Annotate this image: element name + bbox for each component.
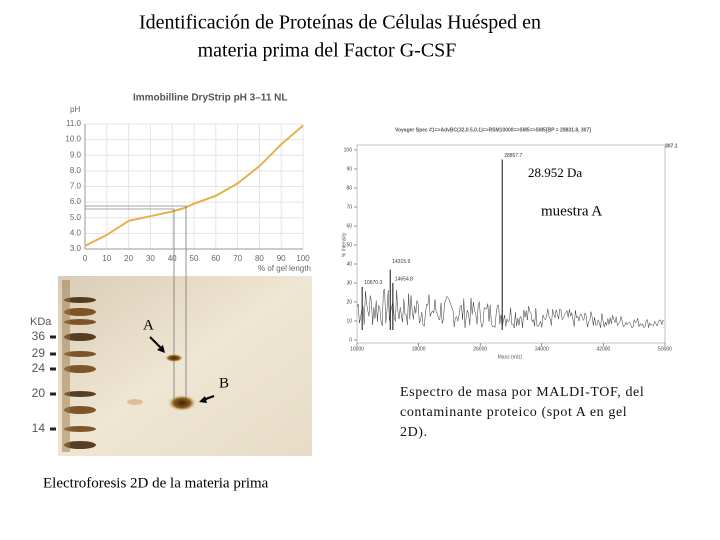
peak-label: 14315.9 [392, 259, 410, 265]
gel-spot [165, 354, 183, 362]
x-tick-label: 50 [190, 254, 199, 263]
marker-label: 36 [32, 329, 46, 343]
marker-label: 14 [32, 421, 46, 435]
marker-label: 29 [32, 346, 46, 360]
gel-unit: KDa [30, 316, 52, 328]
gel-image [58, 276, 312, 456]
spectrum-x-label: Mass (m/z) [498, 354, 523, 360]
ph-curve [84, 124, 304, 247]
spectrum-caption: Espectro de masa por MALDI-TOF, del cont… [400, 385, 645, 440]
marker-band [64, 351, 96, 357]
gel-caption: Electroforesis 2D de la materia prima [43, 475, 269, 491]
gel-spot [168, 395, 196, 411]
y-tick-label: 10.0 [65, 135, 81, 144]
y-tick-label: 90 [346, 166, 352, 172]
y-tick-label: 8.0 [70, 166, 82, 175]
spectrum-y-label: % Intensity [341, 232, 347, 257]
sample-label: muestra A [541, 203, 602, 219]
x-tick-label: 10000 [350, 346, 364, 352]
y-tick-label: 70 [346, 204, 352, 210]
gel-spot [127, 399, 143, 405]
marker-band [64, 319, 96, 325]
x-tick-label: 26000 [473, 346, 487, 352]
marker-band [64, 406, 96, 414]
spectrum-corner: 307.1 [665, 143, 678, 149]
marker-label: 24 [32, 361, 46, 375]
spectrum-header: Voyager Spec #1=>AdvBC(32,0.5,0.1)=>RSM1… [395, 127, 591, 133]
x-tick-label: 50000 [658, 346, 672, 352]
peak-label: 28857.7 [504, 153, 522, 159]
x-tick-label: 42000 [596, 346, 610, 352]
y-tick-label: 4.0 [70, 228, 82, 237]
y-tick-label: 6.0 [70, 197, 82, 206]
marker-band [64, 426, 96, 432]
y-tick-label: 11.0 [66, 119, 82, 128]
x-tick-label: 30 [146, 254, 155, 263]
arrow-head [157, 345, 165, 353]
y-tick-label: 80 [346, 185, 352, 191]
y-tick-label: 5.0 [70, 213, 82, 222]
marker-band [64, 297, 96, 303]
arrow-head [199, 396, 207, 403]
spectrum-noise [356, 288, 665, 329]
y-tick-label: 20 [346, 299, 352, 305]
y-tick-label: 30 [346, 280, 352, 286]
spectrum-frame [356, 144, 666, 344]
x-tick-label: 90 [277, 254, 286, 263]
spot-label: A [143, 317, 154, 333]
y-tick-label: 50 [346, 242, 352, 248]
x-tick-label: 10 [102, 254, 111, 263]
ph-y-label: pH [70, 105, 80, 114]
ph-x-label: % of gel length [258, 264, 311, 273]
marker-label: 20 [32, 386, 46, 400]
x-tick-label: 40 [168, 254, 177, 263]
marker-band [64, 441, 96, 449]
peak-label: 10670.3 [364, 280, 382, 286]
y-tick-label: 9.0 [70, 150, 82, 159]
ph-title: Immobilline DryStrip pH 3–11 NL [133, 93, 287, 104]
x-tick-label: 100 [296, 254, 310, 263]
y-tick-label: 60 [346, 223, 352, 229]
y-tick-label: 100 [344, 147, 353, 153]
peak-note: 28.952 Da [528, 165, 582, 180]
peak-label: 14654.8 [395, 276, 413, 282]
x-tick-label: 34000 [535, 346, 549, 352]
marker-lane [62, 280, 70, 452]
x-tick-label: 20 [124, 254, 133, 263]
marker-band [64, 333, 96, 341]
marker-band [64, 365, 96, 373]
title-line: Identificación de Proteínas de Células H… [139, 12, 541, 34]
marker-band [64, 391, 96, 397]
y-tick-label: 0 [349, 337, 352, 343]
x-tick-label: 0 [83, 254, 88, 263]
spot-label: B [219, 375, 229, 391]
y-tick-label: 40 [346, 261, 352, 267]
x-tick-label: 18000 [412, 346, 426, 352]
y-tick-label: 3.0 [70, 244, 82, 253]
x-tick-label: 60 [211, 254, 220, 263]
y-tick-label: 10 [346, 318, 352, 324]
title-line: materia prima del Factor G-CSF [198, 40, 457, 62]
marker-band [64, 308, 96, 316]
x-tick-label: 70 [233, 254, 242, 263]
x-tick-label: 80 [255, 254, 264, 263]
y-tick-label: 7.0 [70, 182, 82, 191]
